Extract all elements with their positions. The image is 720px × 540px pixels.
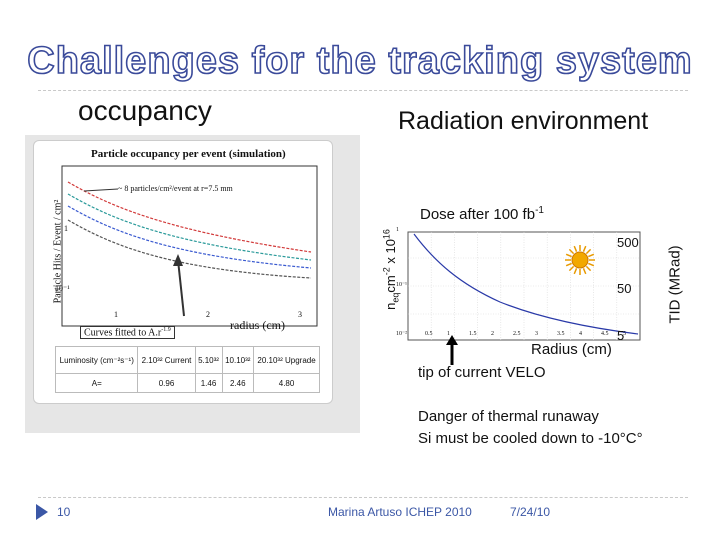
dose-inner-y-tick-1: 1 [396, 227, 399, 233]
occupancy-x-tick-2: 2 [206, 310, 210, 319]
occupancy-x-tick-1: 1 [114, 310, 118, 319]
velo-tip-label: tip of current VELO [418, 364, 546, 381]
dose-y-label-right: TID (MRad) [666, 245, 684, 324]
occupancy-curve-3 [67, 205, 312, 269]
sun-ray [588, 262, 595, 267]
occupancy-y-tick-1: 1 [64, 224, 68, 233]
note-thermal-runaway: Danger of thermal runaway [418, 408, 599, 425]
sun-rays [565, 245, 595, 275]
table-header-cell: Luminosity (cm⁻²s⁻¹) [54, 346, 139, 374]
dose-grid [408, 232, 640, 340]
sun-ray [582, 268, 587, 275]
dose-inner-x-tick: 1.5 [469, 331, 477, 337]
sun-ray [568, 265, 575, 272]
dose-tick-500: 500 [617, 235, 639, 250]
slide-title: Challenges for the tracking system [26, 39, 693, 83]
occupancy-curve-2 [67, 193, 312, 261]
dose-title: Dose after 100 fb-1 [420, 205, 544, 223]
table-cell: A= [54, 373, 139, 393]
sun-ray [573, 245, 578, 252]
dose-title-sup: -1 [535, 205, 544, 216]
dose-inner-x-tick: 4.5 [601, 331, 609, 337]
dose-inner-x-tick: 2.5 [513, 331, 521, 337]
occupancy-y-tick-2: 10⁻¹ [55, 284, 70, 293]
radiation-sun-icon [565, 245, 595, 275]
occupancy-plot-frame [61, 165, 318, 327]
table-header-cell: 10.10³² [221, 346, 255, 374]
sun-ray [585, 248, 592, 255]
table-cell: 2.46 [221, 373, 255, 393]
dose-inner-x-tick: 1 [447, 331, 450, 337]
dose-curve [413, 233, 639, 335]
fit-label: Curves fitted to A.r [84, 327, 162, 339]
dose-title-text: Dose after 100 fb [420, 206, 536, 223]
footer-date: 7/24/10 [510, 505, 551, 519]
occupancy-curve-1 [67, 181, 312, 253]
dose-tick-5: 5 [617, 328, 625, 343]
occupancy-x-label: radius (cm) [230, 318, 285, 332]
sun-ray [585, 265, 592, 272]
dose-inner-x-tick: 3 [535, 331, 538, 337]
dose-tick-50: 50 [617, 281, 632, 296]
dose-x-label: Radius (cm) [531, 341, 612, 358]
occupancy-x-tick-3: 3 [298, 310, 302, 319]
table-row: A= 0.96 1.46 2.46 4.80 [54, 373, 320, 393]
occupancy-curves [67, 181, 312, 279]
table-cell: 4.80 [253, 373, 320, 393]
sun-ray [588, 253, 595, 258]
table-header-cell: 20.10³² Upgrade [253, 346, 320, 374]
fit-arrow-head [173, 254, 183, 266]
dose-plot [407, 231, 641, 341]
page-marker-icon [36, 504, 48, 520]
dose-inner-y-tick-3: 10⁻² [396, 331, 407, 337]
velo-arrow [446, 335, 458, 365]
fit-arrow [177, 259, 185, 317]
dose-inner-x-tick: 3.5 [557, 331, 565, 337]
fit-label-box: Curves fitted to A.r-1.9 [80, 326, 175, 340]
sun-ray [565, 253, 572, 258]
table-header-cell: 2.10³² Current [137, 346, 196, 374]
subtitle-occupancy: occupancy [78, 95, 212, 126]
occupancy-annotation: ~ 8 particles/cm²/event at r=7.5 mm [118, 184, 233, 193]
table-cell: 0.96 [137, 373, 196, 393]
footer-divider [38, 497, 688, 498]
sun-ray [582, 245, 587, 252]
sun-ray [565, 262, 572, 267]
dose-inner-x-tick: 5 [623, 331, 626, 337]
fit-exponent: -1.9 [161, 327, 171, 333]
table-header-cell: 5.10³² [194, 346, 223, 374]
dose-inner-x-tick: 2 [491, 331, 494, 337]
table-row: Luminosity (cm⁻²s⁻¹) 2.10³² Current 5.10… [54, 346, 320, 374]
sun-ray [568, 248, 575, 255]
note-cooling: Si must be cooled down to -10°C° [418, 430, 643, 447]
occupancy-plot [61, 165, 318, 327]
subtitle-radiation: Radiation environment [398, 107, 649, 135]
dose-inner-y-tick-2: 10⁻¹ [396, 282, 407, 288]
sun-ray [573, 268, 578, 275]
page-number: 10 [57, 505, 71, 519]
footer-author: Marina Artuso ICHEP 2010 [328, 505, 472, 519]
dose-inner-x-tick: 4 [579, 331, 582, 337]
dose-inner-x-tick: 0.5 [425, 331, 433, 337]
title-divider [38, 90, 688, 91]
occupancy-curve-4 [67, 219, 312, 279]
annotation-arrow [83, 188, 119, 192]
occupancy-figure-title: Particle occupancy per event (simulation… [91, 148, 286, 160]
luminosity-table: Luminosity (cm⁻²s⁻¹) 2.10³² Current 5.10… [54, 346, 320, 393]
table-cell: 1.46 [194, 373, 223, 393]
